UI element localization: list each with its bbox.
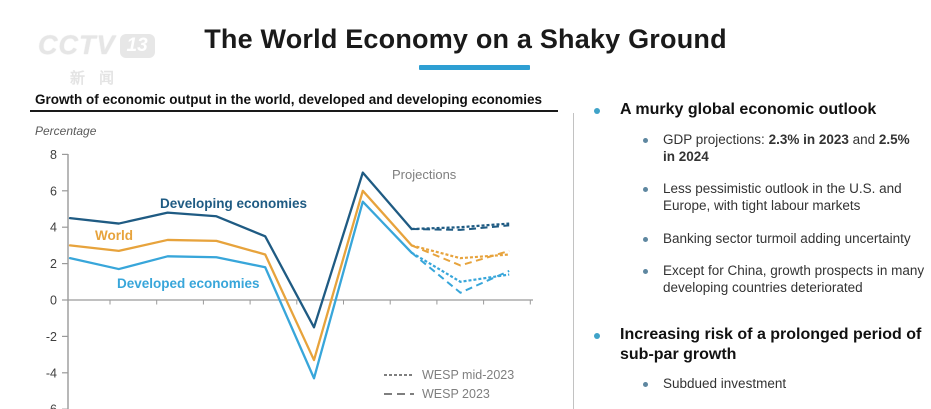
notes-section-risk: Increasing risk of a prolonged period of… (586, 325, 926, 392)
cctv-channel-badge: 13 (119, 33, 155, 58)
long-dash-line-swatch (384, 392, 414, 395)
title-underline-accent (419, 65, 530, 70)
note-text: Less pessimistic outlook in the U.S. and… (663, 181, 902, 214)
sub-bullet-dot-icon (643, 382, 648, 388)
series-label-developed: Developed economies (117, 276, 260, 291)
legend-item-wesp-2023: WESP 2023 (384, 384, 514, 403)
legend-label: WESP mid-2023 (422, 367, 515, 382)
cctv-caption-text: 新闻 (70, 70, 129, 87)
cctv-watermark: CCTV 13 新闻 (38, 30, 155, 88)
sub-bullet-dot-icon (643, 187, 648, 193)
note-item: Less pessimistic outlook in the U.S. and… (586, 180, 926, 215)
y-axis-unit-label: Percentage (35, 124, 97, 138)
legend-item-wesp-mid-2023: WESP mid-2023 (384, 365, 514, 384)
series-label-developing: Developing economies (160, 196, 308, 211)
svg-text:6: 6 (50, 184, 57, 198)
page-title: The World Economy on a Shaky Ground (204, 24, 727, 54)
note-heading: A murky global economic outlook (620, 101, 877, 118)
legend-label: WESP 2023 (422, 386, 490, 401)
series-label-world: World (95, 228, 133, 243)
sub-bullet-dot-icon (643, 236, 648, 242)
notes-panel: A murky global economic outlook GDP proj… (586, 100, 926, 408)
sub-bullet-dot-icon (643, 268, 648, 274)
notes-section-outlook: A murky global economic outlook GDP proj… (586, 100, 926, 296)
note-text: Banking sector turmoil adding uncertaint… (663, 230, 911, 246)
note-item: Subdued investment (586, 375, 926, 392)
chart-heading-rule (30, 110, 558, 112)
note-text: GDP projections: 2.3% in 2023 and 2.5% i… (663, 131, 910, 164)
cctv-logo-text: CCTV (38, 30, 116, 60)
sub-bullet-dot-icon (643, 137, 648, 143)
svg-text:-6: -6 (46, 403, 57, 409)
note-text: Except for China, growth prospects in ma… (663, 262, 925, 296)
note-text: Subdued investment (663, 376, 787, 392)
note-item: Except for China, growth prospects in ma… (586, 262, 926, 297)
chart-legend: WESP mid-2023 WESP 2023 (384, 365, 514, 403)
note-heading: Increasing risk of a prolonged period of… (620, 326, 922, 363)
vertical-divider (573, 113, 574, 409)
projections-annotation: Projections (392, 167, 457, 182)
svg-text:2: 2 (50, 257, 57, 271)
bullet-dot-icon (594, 108, 600, 114)
chart-heading: Growth of economic output in the world, … (35, 92, 543, 107)
svg-text:-2: -2 (46, 330, 57, 344)
svg-text:0: 0 (50, 294, 57, 308)
fine-dash-line-swatch (384, 373, 414, 376)
note-item: Banking sector turmoil adding uncertaint… (586, 230, 926, 247)
bullet-dot-icon (594, 333, 600, 340)
svg-text:-4: -4 (46, 366, 57, 380)
growth-line-chart: 8 6 4 2 0 -2 -4 -6 (46, 148, 533, 409)
svg-text:4: 4 (50, 221, 57, 235)
note-item: GDP projections: 2.3% in 2023 and 2.5% i… (586, 131, 926, 166)
svg-text:8: 8 (50, 148, 57, 162)
